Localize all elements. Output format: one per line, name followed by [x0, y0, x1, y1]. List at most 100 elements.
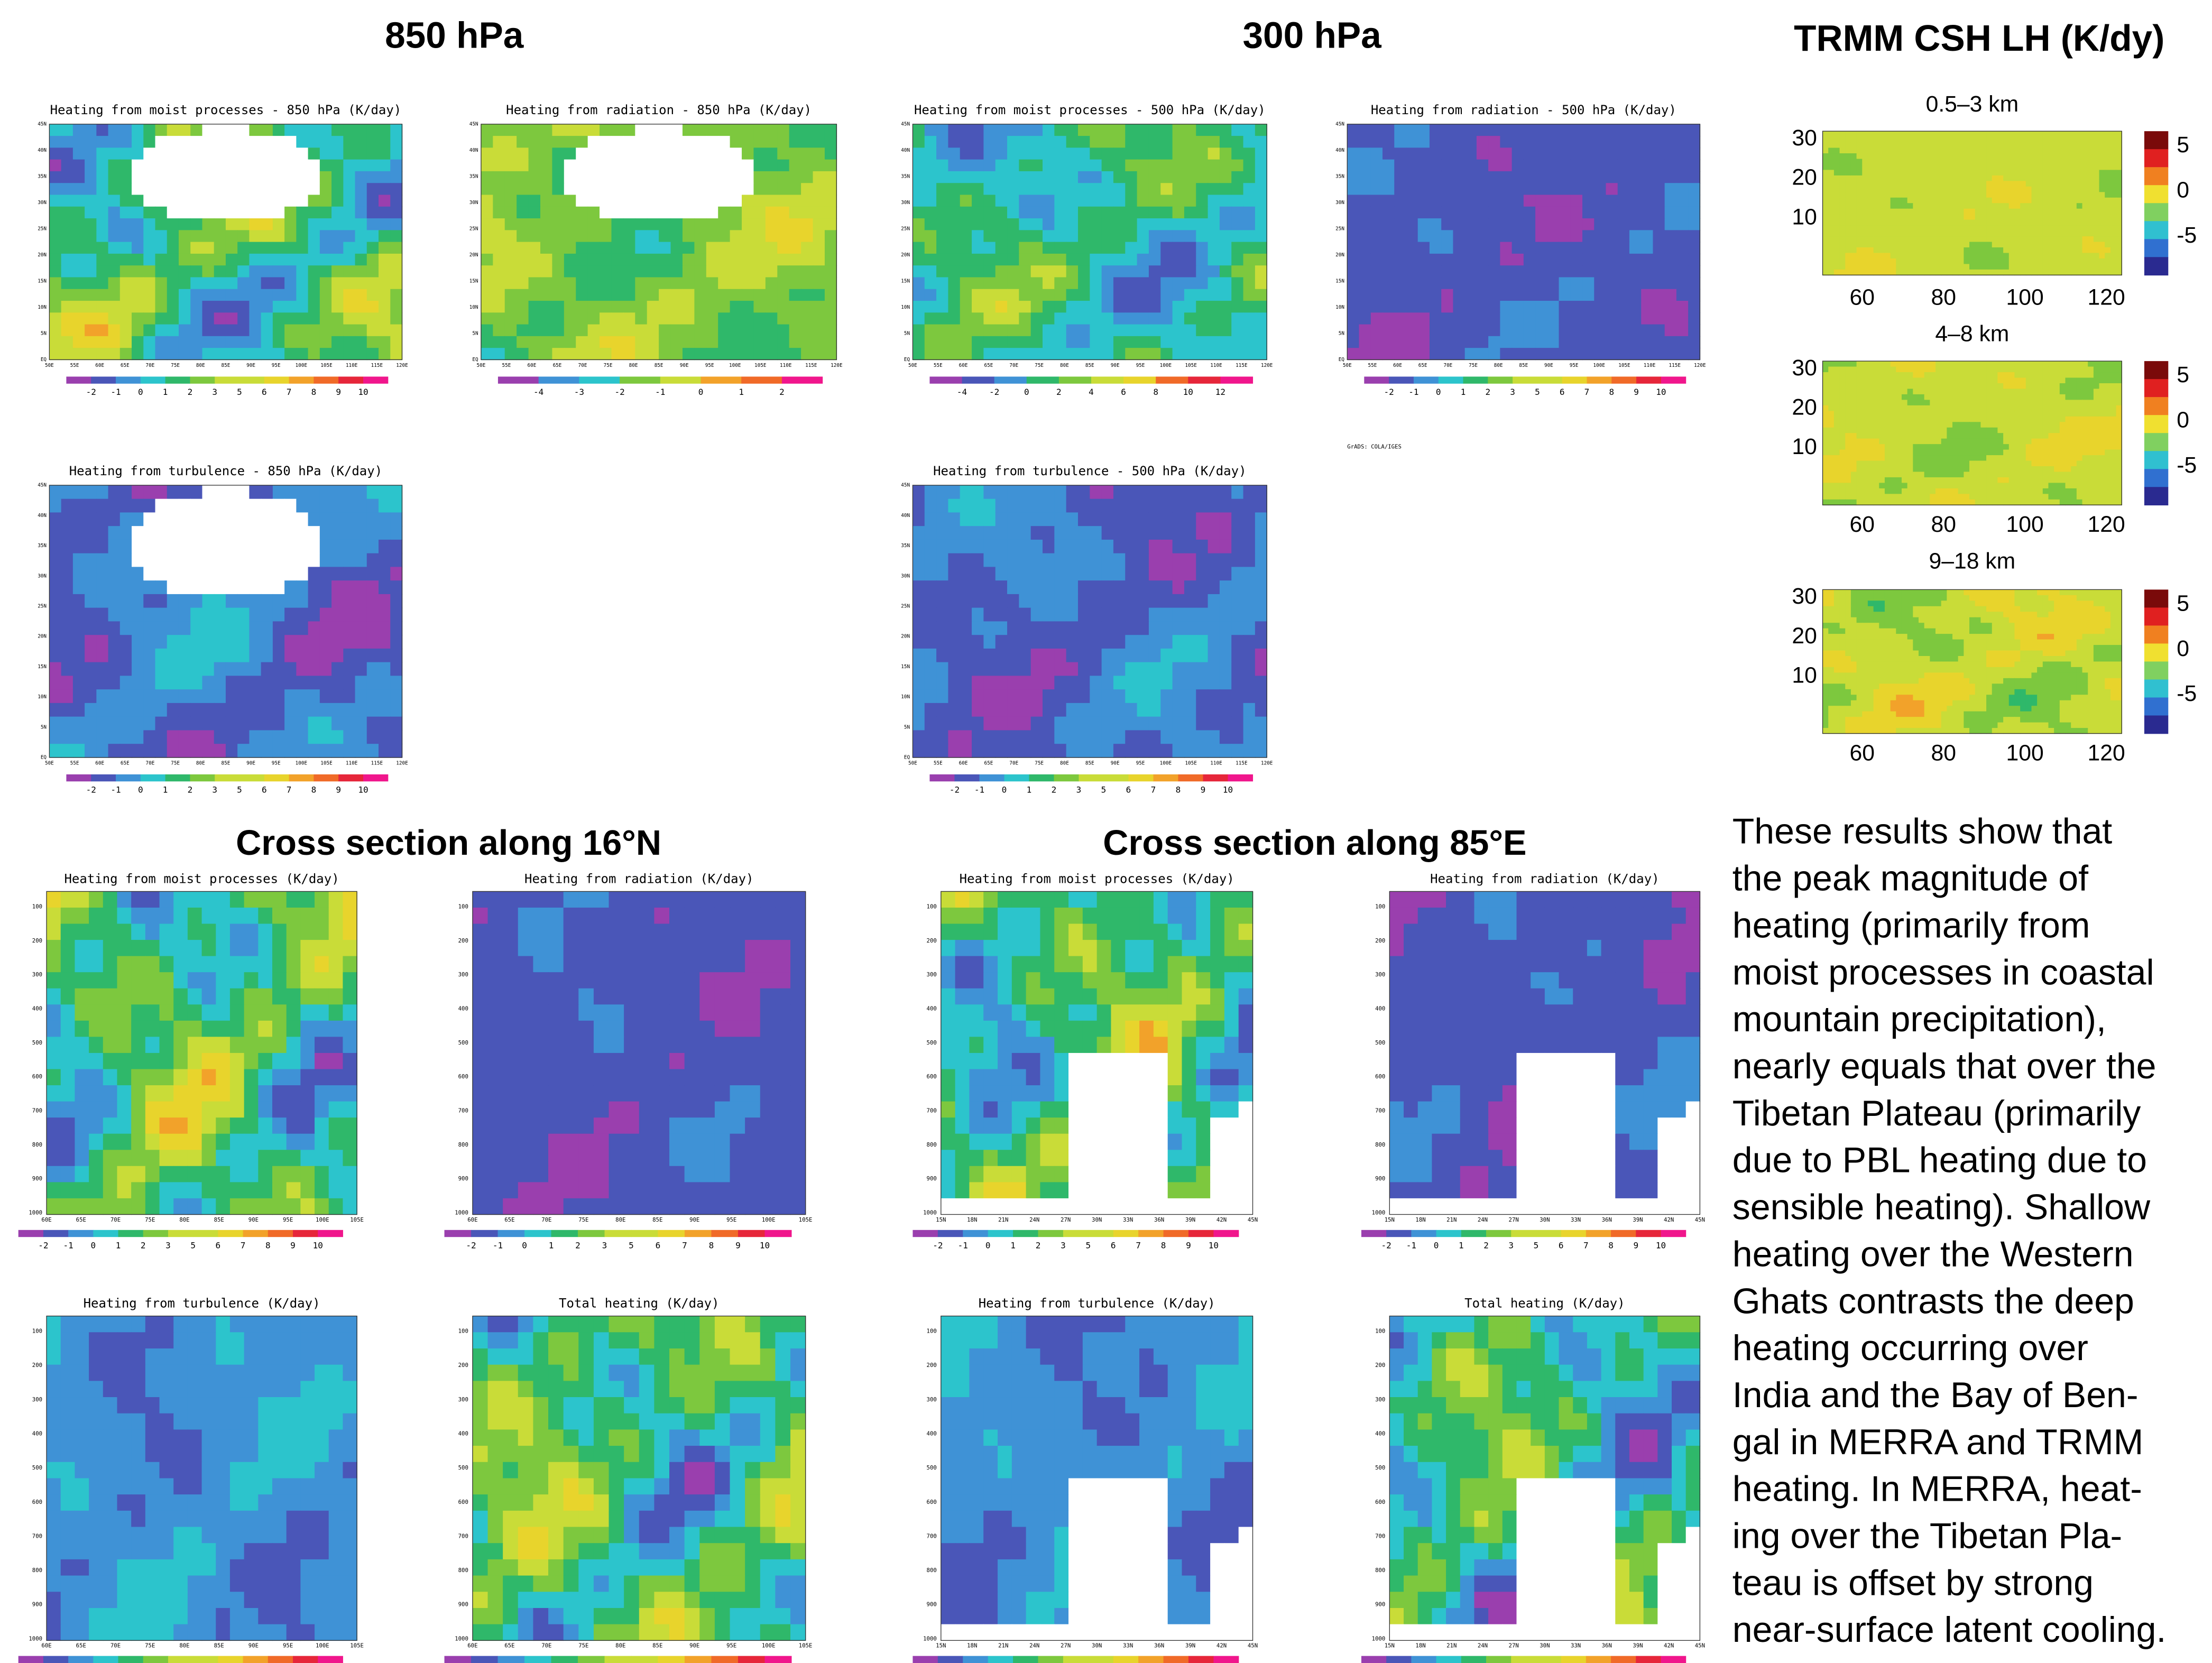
heat-cell: [706, 218, 718, 230]
heat-cell: [1874, 231, 1879, 237]
heat-cell: [108, 289, 121, 301]
heat-cell: [1149, 301, 1161, 313]
heat-cell: [1535, 147, 1547, 160]
heat-cell: [1231, 136, 1243, 148]
heat-cell: [343, 485, 355, 500]
heat-cell: [983, 594, 996, 608]
heat-cell: [2060, 214, 2066, 220]
heat-cell: [1007, 254, 1019, 266]
heat-cell: [813, 348, 825, 360]
heat-cell: [801, 136, 813, 148]
heat-cell: [331, 254, 344, 266]
heat-cell: [1220, 242, 1232, 254]
heat-cell: [237, 635, 250, 649]
heat-cell: [913, 608, 925, 622]
heat-cell: [1879, 187, 1885, 192]
heat-cell: [1090, 254, 1102, 266]
heat-cell: [85, 580, 97, 595]
heat-cell: [948, 348, 960, 360]
heat-cell: [108, 136, 121, 148]
heat-cell: [284, 580, 297, 595]
heat-cell: [996, 277, 1008, 289]
heat-cell: [2071, 225, 2077, 231]
heat-cell: [1220, 540, 1232, 554]
heat-cell: [1879, 170, 1885, 175]
heat-cell: [155, 136, 168, 148]
panel-title: Heating from moist processes - 850 hPa (…: [50, 103, 402, 117]
heat-cell: [1857, 131, 1863, 137]
heat-cell: [390, 662, 402, 677]
heat-cell: [742, 147, 754, 160]
heat-cell: [694, 325, 706, 337]
heat-cell: [1641, 312, 1653, 325]
heat-cell: [1078, 312, 1090, 325]
heat-cell: [1524, 242, 1536, 254]
heat-cell: [2065, 159, 2071, 164]
heat-cell: [190, 676, 202, 690]
heat-cell: [925, 147, 937, 160]
heat-cell: [1125, 325, 1137, 337]
lat-tick-label: 15N: [469, 279, 478, 284]
heat-cell: [85, 621, 97, 635]
heat-cell: [2048, 187, 2054, 192]
heat-cell: [2088, 236, 2094, 242]
heat-cell: [1243, 160, 1256, 172]
heat-cell: [647, 301, 659, 313]
heat-cell: [214, 540, 226, 554]
heat-cell: [1840, 214, 1846, 220]
heat-cell: [1465, 160, 1477, 172]
heat-cell: [1845, 148, 1851, 154]
heat-cell: [2088, 220, 2094, 226]
heat-cell: [1500, 207, 1512, 219]
heat-cell: [1992, 131, 1998, 137]
heat-cell: [1571, 195, 1583, 207]
heat-cell: [576, 171, 588, 183]
heat-cell: [813, 124, 825, 136]
heat-cell: [801, 207, 813, 219]
heat-cell: [2020, 164, 2026, 170]
heat-cell: [96, 553, 108, 568]
heat-cell: [355, 171, 367, 183]
lat-tick-label: 25N: [469, 226, 478, 232]
heat-cell: [1992, 231, 1998, 237]
heat-cell: [1231, 171, 1243, 183]
heat-cell: [1992, 220, 1998, 226]
heat-cell: [801, 301, 813, 313]
heat-cell: [1418, 195, 1430, 207]
heat-cell: [1090, 289, 1102, 301]
heat-cell: [1394, 325, 1406, 337]
heat-cell: [1997, 198, 2003, 204]
panel-title: Heating from turbulence - 500 hPa (K/day…: [933, 464, 1246, 478]
heat-cell: [2094, 225, 2099, 231]
heat-cell: [671, 147, 683, 160]
heat-cell: [1997, 203, 2003, 209]
heat-cell: [913, 183, 925, 195]
heat-cell: [61, 242, 73, 254]
heat-cell: [505, 348, 517, 360]
heat-cell: [1184, 540, 1196, 554]
heat-cell: [1160, 265, 1173, 278]
heat-cell: [1208, 580, 1220, 595]
heat-cell: [1559, 289, 1571, 301]
colorbar-label: 5: [237, 387, 242, 397]
heat-cell: [1594, 124, 1606, 136]
heat-cell: [948, 485, 960, 500]
heat-cell: [996, 608, 1008, 622]
heat-cell: [1947, 153, 1952, 159]
heat-cell: [1868, 153, 1874, 159]
heat-cell: [61, 703, 73, 717]
heat-cell: [167, 744, 179, 758]
heat-cell: [1184, 301, 1196, 313]
colorbar-segment: [314, 774, 338, 781]
heat-cell: [1488, 160, 1500, 172]
heat-cell: [1868, 209, 1874, 215]
heat-cell: [960, 289, 972, 301]
heat-cell: [179, 526, 191, 540]
heat-cell: [925, 336, 937, 348]
heat-cell: [996, 265, 1008, 278]
heat-cell: [2088, 214, 2094, 220]
heat-cell: [948, 124, 960, 136]
heat-cell: [1125, 312, 1137, 325]
heat-cell: [1930, 137, 1935, 143]
heat-cell: [647, 265, 659, 278]
